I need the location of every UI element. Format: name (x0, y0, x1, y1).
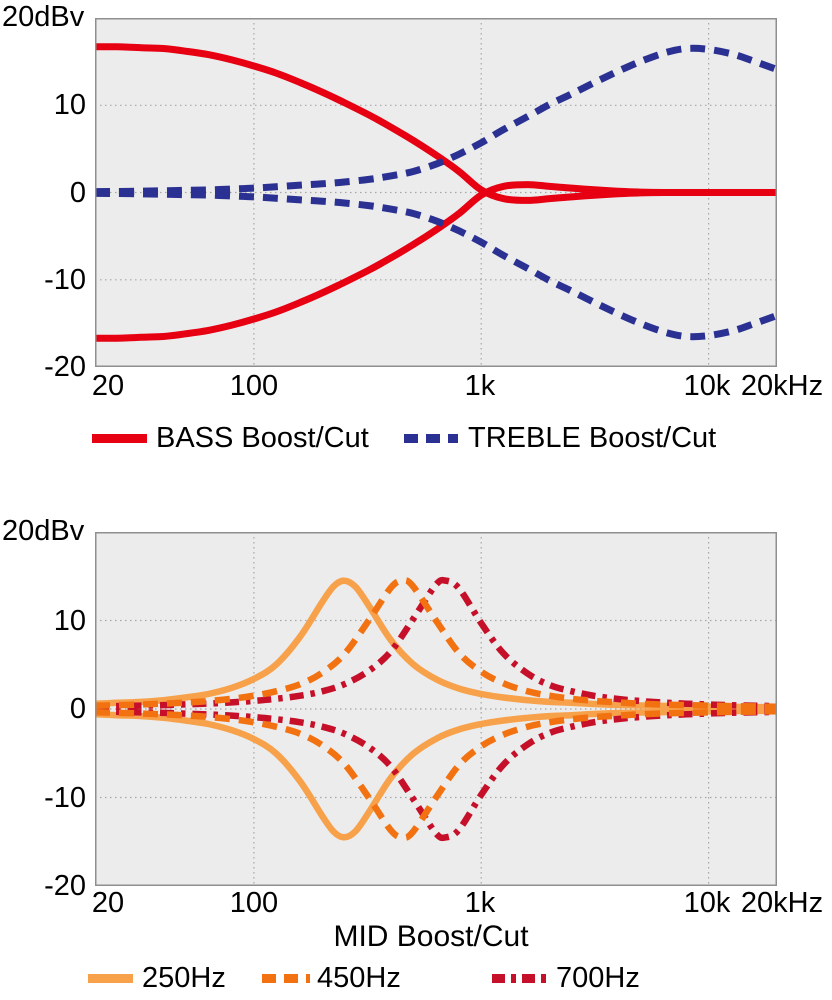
curve-250hz-boost (95, 577, 777, 711)
x-tick-label-10k: 10k (683, 887, 731, 919)
tone-plot-area (95, 18, 777, 367)
y-axis-max-label: 20dBv (2, 1, 85, 33)
x-tick-label-20: 20 (91, 370, 125, 402)
y-tick-label-m20: -20 (44, 870, 86, 902)
x-axis-title: MID Boost/Cut (333, 920, 529, 953)
250hz-legend-swatch (88, 974, 133, 983)
y-tick-label-m20: -20 (44, 351, 86, 383)
treble-legend-label: TREBLE Boost/Cut (468, 422, 717, 454)
x-tick-label-10k: 10k (683, 370, 731, 402)
700hz-legend-swatch (492, 974, 547, 983)
450hz-legend-swatch (262, 974, 310, 983)
plot-border (95, 18, 777, 367)
y-tick-label-m10: -10 (44, 264, 86, 296)
x-tick-label-20: 20 (91, 887, 125, 919)
curve-treble-boost-cut-cut (95, 189, 777, 341)
x-tick-label-100: 100 (229, 887, 279, 919)
y-tick-label-0: 0 (69, 693, 86, 725)
bass-legend-swatch (92, 434, 147, 443)
curve-bass-boost-cut-cut (95, 181, 777, 342)
curve-250hz-cut (95, 707, 777, 841)
plot-border (95, 532, 777, 886)
700hz-legend-label: 700Hz (556, 962, 640, 994)
450hz-legend-label: 450Hz (317, 962, 401, 994)
y-axis-max-label: 20dBv (2, 515, 85, 547)
x-tick-label-20khz: 20kHz (740, 887, 824, 919)
y-tick-label-10: 10 (53, 604, 86, 637)
x-tick-label-100: 100 (229, 370, 279, 402)
bass-legend-label: BASS Boost/Cut (156, 422, 369, 454)
treble-legend-swatch (404, 434, 458, 443)
y-tick-label-m10: -10 (44, 781, 86, 814)
x-tick-label-1k: 1k (464, 887, 496, 919)
y-tick-label-0: 0 (69, 176, 86, 209)
x-tick-label-20khz: 20kHz (740, 370, 824, 402)
mid-plot-area (95, 532, 777, 886)
curve-bass-boost-cut-boost (95, 43, 777, 204)
curve-treble-boost-cut-boost (95, 44, 777, 196)
y-tick-label-10: 10 (53, 89, 86, 121)
x-tick-label-1k: 1k (464, 370, 496, 402)
curve-700hz-cut (95, 708, 777, 842)
curve-700hz-boost (95, 576, 777, 710)
curve-450hz-cut (95, 707, 777, 841)
250hz-legend-label: 250Hz (142, 962, 226, 994)
curve-450hz-boost (95, 577, 777, 711)
